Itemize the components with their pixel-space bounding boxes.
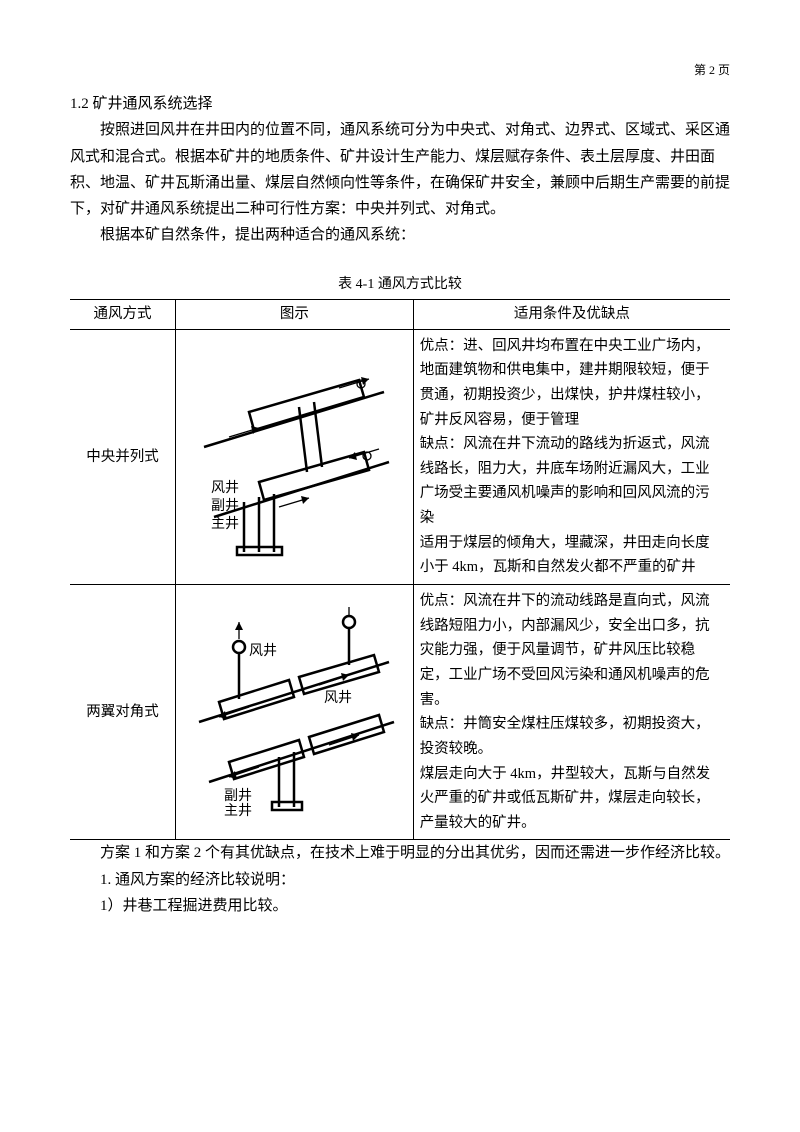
after-table-p3: 1）井巷工程掘进费用比较。 [70, 893, 730, 919]
label-zhuJing-2: 主井 [224, 803, 252, 817]
after-table-p1: 方案 1 和方案 2 个有其优缺点，在技术上难于明显的分出其优劣，因而还需进一步… [70, 840, 730, 866]
label-zhuJing-1: 主井 [211, 516, 239, 532]
after-table-p2: 1. 通风方案的经济比较说明： [70, 867, 730, 893]
page-number: 第 2 页 [70, 60, 730, 81]
intro-paragraph: 按照进回风井在井田内的位置不同，通风系统可分为中央式、对角式、边界式、区域式、采… [70, 117, 730, 222]
th-diagram: 图示 [176, 300, 414, 330]
desc-cell-1: 优点：进、回风井均布置在中央工业广场内，地面建筑物和供电集中，建井期限较短，便于… [413, 329, 730, 584]
label-fuJing-1: 副井 [211, 498, 239, 514]
th-desc: 适用条件及优缺点 [413, 300, 730, 330]
diagram-cell-1: 风井 副井 主井 [176, 329, 414, 584]
table-header-row: 通风方式 图示 适用条件及优缺点 [70, 300, 730, 330]
section-heading: 1.2 矿井通风系统选择 [70, 91, 730, 117]
method-cell-2: 两翼对角式 [70, 585, 176, 840]
desc-cell-2: 优点：风流在井下的流动线路是直向式，风流线路短阻力小，内部漏风少，安全出口多，抗… [413, 585, 730, 840]
comparison-table: 通风方式 图示 适用条件及优缺点 中央并列式 [70, 299, 730, 840]
label-fengJing-2b: 风井 [324, 690, 352, 706]
th-method: 通风方式 [70, 300, 176, 330]
label-fuJing-2: 副井 [224, 788, 252, 804]
label-fengJing-1: 风井 [211, 480, 239, 496]
central-parallel-diagram-icon: 风井 副井 主井 [189, 352, 399, 562]
table-title: 表 4-1 通风方式比较 [70, 273, 730, 298]
label-fengJing-2a: 风井 [249, 643, 277, 659]
diagonal-diagram-icon: 风井 风井 副井 主井 [189, 607, 399, 817]
table-row: 中央并列式 [70, 329, 730, 584]
table-row: 两翼对角式 [70, 585, 730, 840]
intro-line-2: 根据本矿自然条件，提出两种适合的通风系统： [70, 222, 730, 248]
method-cell-1: 中央并列式 [70, 329, 176, 584]
diagram-cell-2: 风井 风井 副井 主井 [176, 585, 414, 840]
